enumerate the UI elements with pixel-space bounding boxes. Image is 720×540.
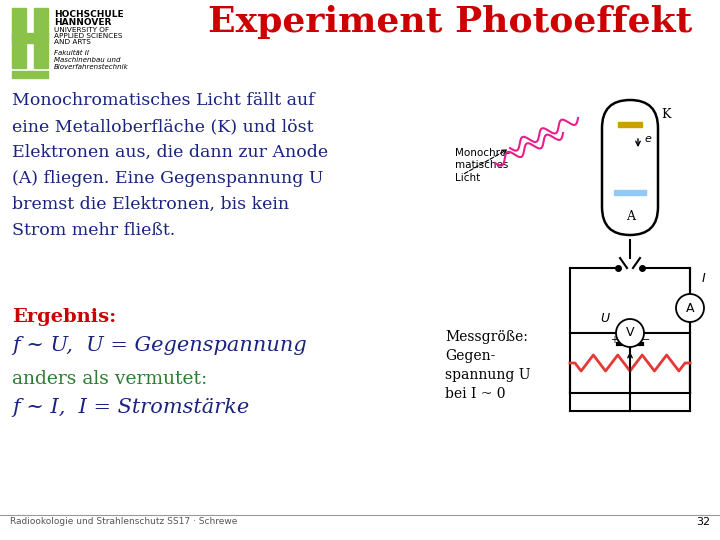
Text: U: U (600, 312, 610, 325)
Text: Strom mehr fließt.: Strom mehr fließt. (12, 222, 175, 239)
Text: f ~ I,  I = Stromstärke: f ~ I, I = Stromstärke (12, 398, 249, 417)
Bar (12, 71, 48, 78)
Text: Bioverfahrenstechnik: Bioverfahrenstechnik (54, 64, 129, 70)
Text: f ~ U,  U = Gegenspannung: f ~ U, U = Gegenspannung (12, 336, 307, 355)
Text: A: A (626, 210, 635, 223)
Text: UNIVERSITY OF: UNIVERSITY OF (54, 27, 109, 33)
Text: Maschinenbau und: Maschinenbau und (54, 57, 120, 63)
Text: HOCHSCHULE: HOCHSCHULE (54, 10, 124, 19)
Text: APPLIED SCIENCES: APPLIED SCIENCES (54, 33, 122, 39)
Text: Ergebnis:: Ergebnis: (12, 308, 116, 326)
Bar (12, 8, 26, 68)
Bar (614, 190, 646, 195)
Text: K: K (661, 108, 670, 121)
Text: HANNOVER: HANNOVER (54, 18, 112, 27)
Text: −: − (642, 335, 650, 345)
Text: AND ARTS: AND ARTS (54, 39, 91, 45)
Text: Radiookologie und Strahlenschutz SS17 · Schrewe: Radiookologie und Strahlenschutz SS17 · … (10, 517, 238, 526)
Text: I: I (702, 272, 706, 285)
Text: bremst die Elektronen, bis kein: bremst die Elektronen, bis kein (12, 196, 289, 213)
Text: e: e (644, 134, 651, 144)
Text: A: A (685, 301, 694, 314)
Text: 32: 32 (696, 517, 710, 527)
Text: Fakultät II: Fakultät II (54, 50, 89, 56)
Text: eine Metalloberfläche (K) und löst: eine Metalloberfläche (K) und löst (12, 118, 313, 135)
Text: Elektronen aus, die dann zur Anode: Elektronen aus, die dann zur Anode (12, 144, 328, 161)
Text: Messgröße:
Gegen-
spannung U
bei I ~ 0: Messgröße: Gegen- spannung U bei I ~ 0 (445, 330, 531, 401)
Text: +: + (610, 335, 618, 345)
Text: Monochrо-
matisches
Licht: Monochrо- matisches Licht (455, 148, 510, 183)
Text: Experiment Photoeffekt: Experiment Photoeffekt (208, 5, 692, 39)
Bar (12, 33, 48, 43)
Text: Monochromatisches Licht fällt auf: Monochromatisches Licht fällt auf (12, 92, 315, 109)
Bar (34, 8, 48, 68)
Text: V: V (626, 327, 634, 340)
Circle shape (616, 319, 644, 347)
Circle shape (676, 294, 704, 322)
Text: (A) fliegen. Eine Gegenspannung U: (A) fliegen. Eine Gegenspannung U (12, 170, 323, 187)
Bar (618, 122, 642, 127)
Text: anders als vermutet:: anders als vermutet: (12, 370, 207, 388)
